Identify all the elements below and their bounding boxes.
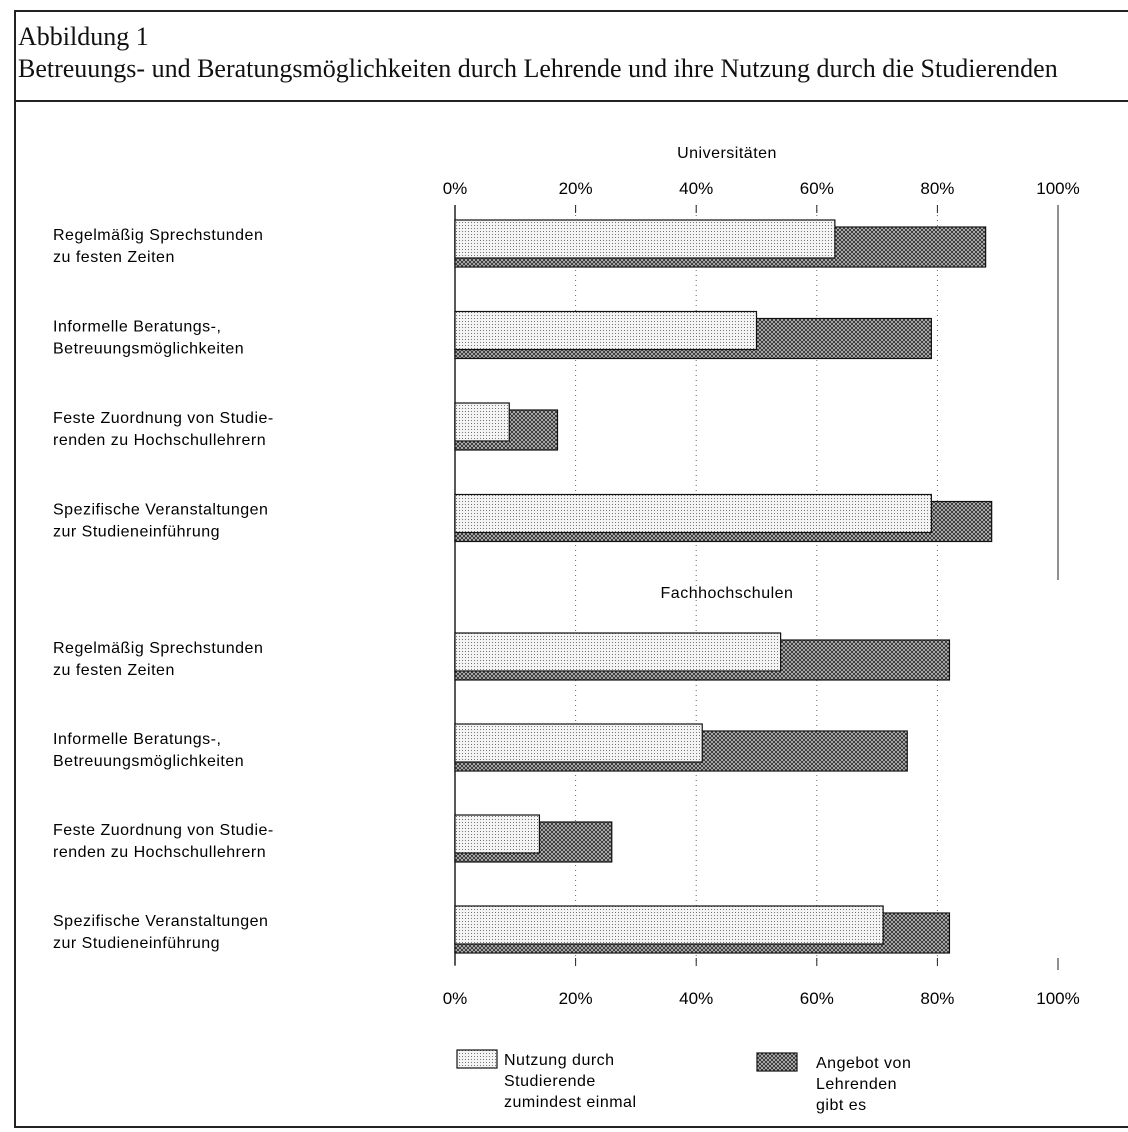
- legend-swatch: [456, 1049, 498, 1069]
- group-header: Universitäten: [677, 145, 777, 162]
- category-label: Betreuungsmöglichkeiten: [53, 341, 244, 358]
- x-tick-label-top: 20%: [559, 179, 593, 198]
- x-tick-label-top: 80%: [920, 179, 954, 198]
- legend-label: Nutzung durch: [504, 1052, 615, 1069]
- x-tick-label-top: 100%: [1036, 179, 1079, 198]
- figure-label: Abbildung 1: [18, 22, 149, 51]
- category-label: Regelmäßig Sprechstunden: [53, 640, 263, 657]
- category-label: zur Studieneinführung: [53, 935, 220, 952]
- x-tick-label-bottom: 40%: [679, 989, 713, 1008]
- x-tick-label-top: 40%: [679, 179, 713, 198]
- bar-nutzung: [454, 905, 884, 945]
- legend-label: Studierende: [504, 1073, 596, 1090]
- figure-header: [16, 12, 1128, 102]
- x-tick-label-bottom: 100%: [1036, 989, 1079, 1008]
- x-tick-label-bottom: 0%: [443, 989, 468, 1008]
- category-label: Feste Zuordnung von Studie-: [53, 822, 274, 839]
- bar-nutzung: [454, 402, 510, 442]
- bar-nutzung: [454, 310, 758, 351]
- category-label: Informelle Beratungs-,: [53, 731, 221, 748]
- category-label: Spezifische Veranstaltungen: [53, 913, 268, 930]
- category-label: zu festen Zeiten: [53, 662, 175, 679]
- legend-label: Angebot von: [816, 1055, 911, 1072]
- category-label: renden zu Hochschullehrern: [53, 432, 266, 449]
- figure-frame: [14, 10, 1128, 1128]
- x-tick-label-bottom: 80%: [920, 989, 954, 1008]
- category-label: zu festen Zeiten: [53, 249, 175, 266]
- bar-nutzung: [454, 219, 836, 259]
- legend-swatch: [756, 1052, 798, 1072]
- category-label: Feste Zuordnung von Studie-: [53, 410, 274, 427]
- x-tick-label-bottom: 20%: [559, 989, 593, 1008]
- bar-nutzung: [454, 723, 703, 763]
- group-header: Fachhochschulen: [661, 585, 794, 602]
- category-label: Regelmäßig Sprechstunden: [53, 227, 263, 244]
- bar-nutzung: [454, 814, 541, 854]
- x-tick-label-bottom: 60%: [800, 989, 834, 1008]
- legend-label: zumindest einmal: [504, 1094, 637, 1111]
- bar-nutzung: [454, 493, 932, 534]
- figure-title: Betreuungs- und Beratungsmöglichkeiten d…: [18, 54, 1058, 83]
- category-label: renden zu Hochschullehrern: [53, 844, 266, 861]
- legend-label: Lehrenden: [816, 1076, 897, 1093]
- category-label: Betreuungsmöglichkeiten: [53, 753, 244, 770]
- x-tick-label-top: 60%: [800, 179, 834, 198]
- category-label: zur Studieneinführung: [53, 524, 220, 541]
- x-tick-label-top: 0%: [443, 179, 468, 198]
- category-label: Spezifische Veranstaltungen: [53, 502, 268, 519]
- legend-label: gibt es: [816, 1097, 867, 1114]
- category-label: Informelle Beratungs-,: [53, 319, 221, 336]
- bar-nutzung: [454, 632, 782, 672]
